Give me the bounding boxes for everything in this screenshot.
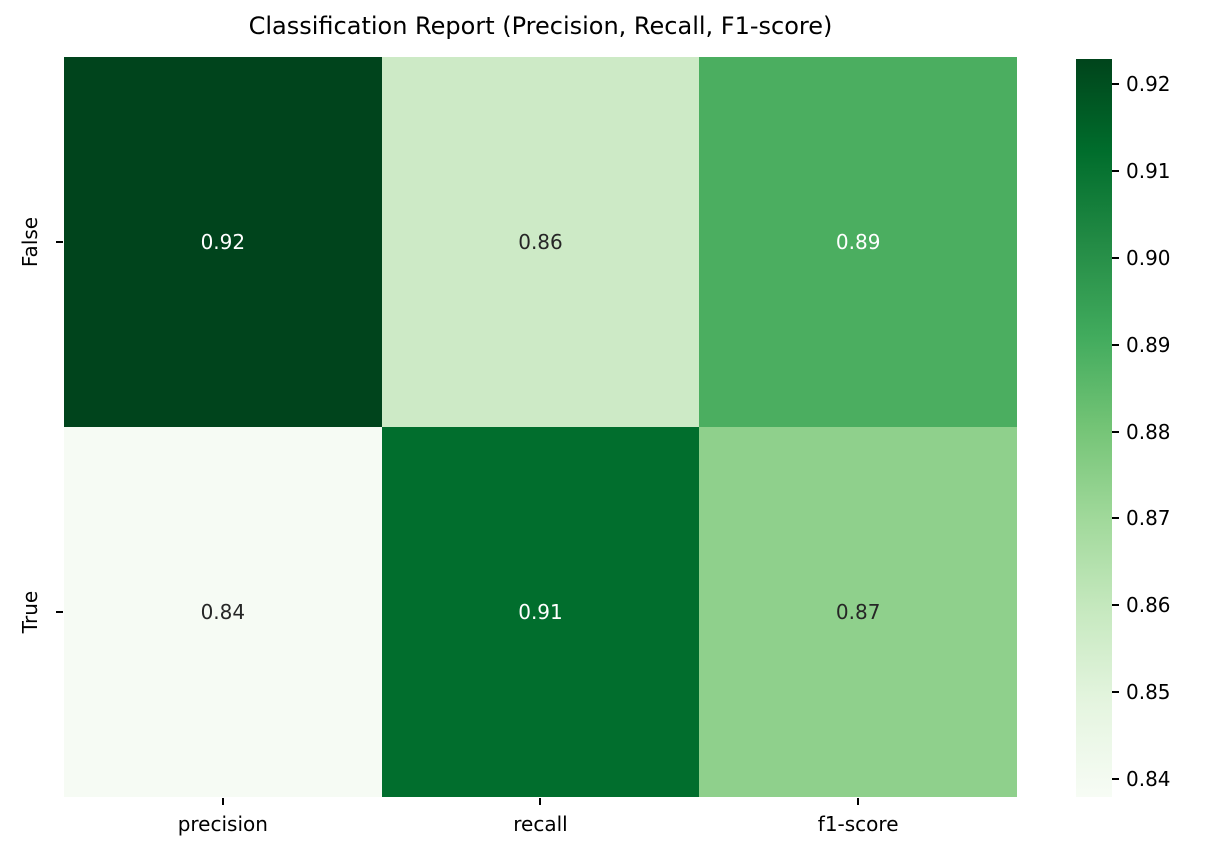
colorbar-tick: 0.89 bbox=[1112, 333, 1171, 357]
tick-mark bbox=[1112, 431, 1119, 433]
tick-mark bbox=[1112, 257, 1119, 259]
y-tick-mark bbox=[56, 241, 63, 243]
tick-mark bbox=[1112, 778, 1119, 780]
colorbar-ticks: 0.92 0.91 0.90 0.89 0.88 0.87 0.86 0.85 bbox=[1112, 59, 1202, 797]
heatmap-cell-true-f1-score: 0.87 bbox=[699, 427, 1017, 797]
x-tick-label-f1-score: f1-score bbox=[817, 812, 899, 836]
heatmap-cell-false-recall: 0.86 bbox=[381, 57, 700, 427]
tick-mark bbox=[1112, 170, 1119, 172]
x-tick-label-recall: recall bbox=[513, 812, 568, 836]
colorbar-tick: 0.91 bbox=[1112, 159, 1171, 183]
colorbar-tick: 0.88 bbox=[1112, 420, 1171, 444]
x-tick-mark bbox=[222, 798, 224, 805]
chart-title: Classification Report (Precision, Recall… bbox=[248, 12, 833, 40]
colorbar-tick: 0.86 bbox=[1112, 593, 1171, 617]
tick-mark bbox=[1112, 691, 1119, 693]
tick-mark bbox=[1112, 517, 1119, 519]
tick-mark bbox=[1112, 604, 1119, 606]
colorbar-tick: 0.84 bbox=[1112, 767, 1171, 791]
x-tick-label-precision: precision bbox=[177, 812, 268, 836]
x-axis-labels: precision recall f1-score bbox=[64, 812, 1017, 836]
colorbar-gradient bbox=[1076, 59, 1112, 797]
colorbar-tick: 0.87 bbox=[1112, 506, 1171, 530]
colorbar-tick: 0.90 bbox=[1112, 246, 1171, 270]
heatmap-grid: 0.92 0.86 0.89 0.84 0.91 0.87 bbox=[64, 57, 1017, 797]
heatmap-cell-false-f1-score: 0.89 bbox=[699, 57, 1017, 427]
colorbar-tick: 0.85 bbox=[1112, 680, 1171, 704]
heatmap-cell-true-recall: 0.91 bbox=[381, 427, 700, 797]
y-tick-mark bbox=[56, 611, 63, 613]
x-tick-mark bbox=[539, 798, 541, 805]
colorbar-tick: 0.92 bbox=[1112, 72, 1171, 96]
x-tick-mark bbox=[857, 798, 859, 805]
tick-mark bbox=[1112, 83, 1119, 85]
tick-mark bbox=[1112, 344, 1119, 346]
heatmap-cell-false-precision: 0.92 bbox=[64, 57, 382, 427]
heatmap-cell-true-precision: 0.84 bbox=[64, 427, 382, 797]
